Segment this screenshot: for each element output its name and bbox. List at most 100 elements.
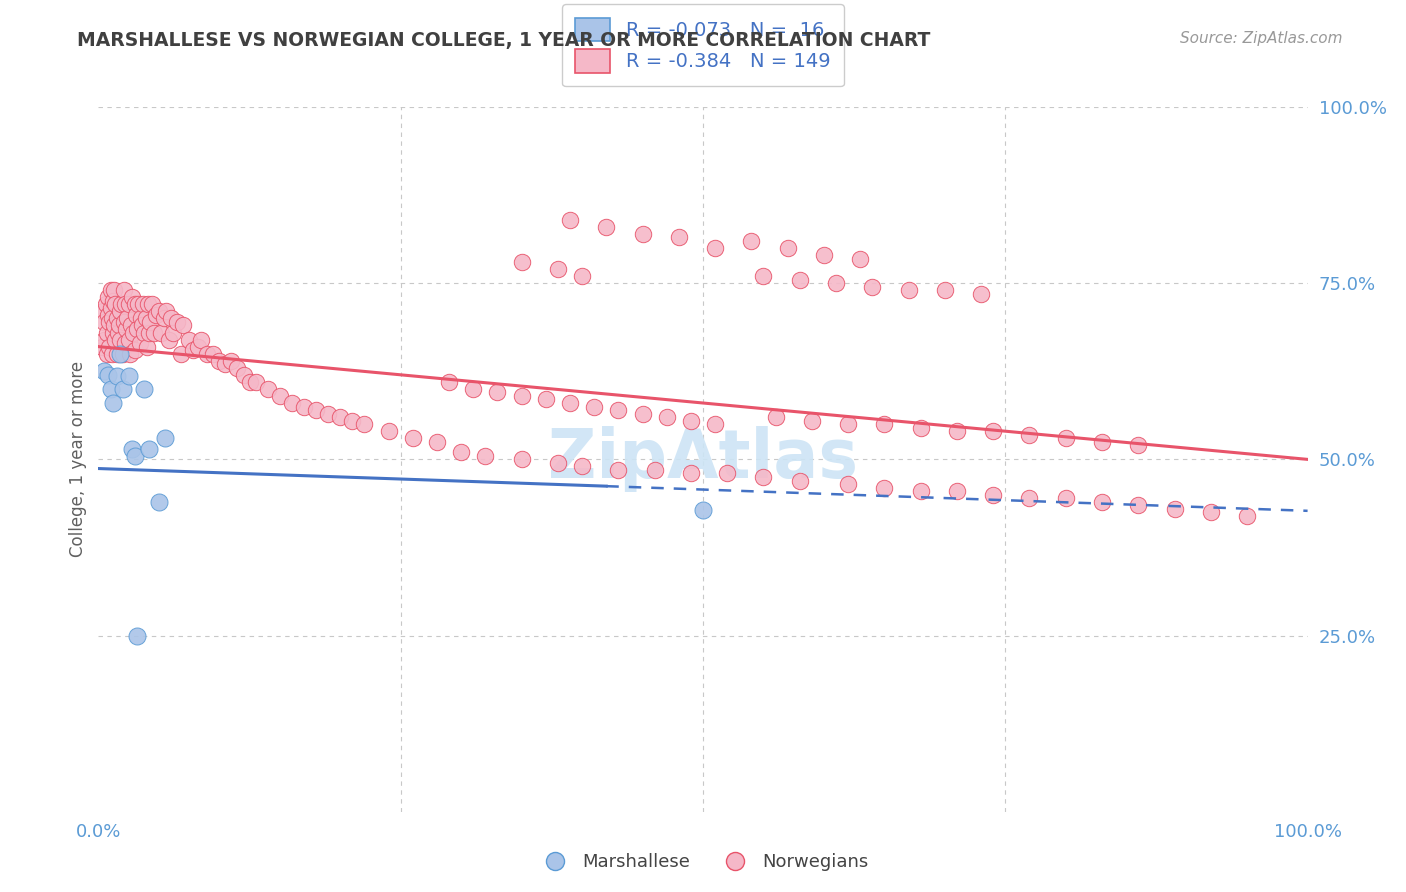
Point xyxy=(1091,434,1114,449)
Point xyxy=(96,346,118,360)
Point xyxy=(105,369,128,384)
Point xyxy=(329,410,352,425)
Point xyxy=(160,311,183,326)
Point xyxy=(150,326,173,340)
Point xyxy=(108,333,131,347)
Point xyxy=(752,470,775,484)
Point xyxy=(946,424,969,438)
Point xyxy=(93,364,115,378)
Point xyxy=(131,318,153,333)
Point xyxy=(118,333,141,347)
Point xyxy=(195,346,218,360)
Point xyxy=(118,369,141,384)
Point xyxy=(108,346,131,360)
Point xyxy=(426,434,449,449)
Point xyxy=(849,252,872,266)
Point xyxy=(946,484,969,499)
Point xyxy=(547,262,569,277)
Point xyxy=(245,375,267,389)
Point xyxy=(1163,501,1185,516)
Point xyxy=(1128,498,1150,512)
Point xyxy=(679,467,702,481)
Point xyxy=(1054,431,1077,445)
Point xyxy=(232,368,254,382)
Point xyxy=(704,417,727,431)
Point xyxy=(101,326,124,340)
Point xyxy=(96,326,118,340)
Point xyxy=(104,333,127,347)
Point xyxy=(1054,491,1077,505)
Point xyxy=(138,442,160,456)
Point xyxy=(534,392,557,407)
Point xyxy=(1236,508,1258,523)
Point xyxy=(813,248,835,262)
Point xyxy=(124,449,146,463)
Point xyxy=(970,286,993,301)
Point xyxy=(98,340,121,354)
Y-axis label: College, 1 year or more: College, 1 year or more xyxy=(69,361,87,558)
Point xyxy=(132,297,155,311)
Point xyxy=(124,297,146,311)
Point xyxy=(136,297,159,311)
Point xyxy=(135,340,157,354)
Point xyxy=(172,318,194,333)
Point xyxy=(169,346,191,360)
Point xyxy=(837,477,859,491)
Point xyxy=(377,424,399,438)
Point xyxy=(607,463,630,477)
Point xyxy=(97,368,120,382)
Point xyxy=(571,269,593,284)
Point xyxy=(152,311,174,326)
Point xyxy=(910,484,932,499)
Point xyxy=(226,360,249,375)
Point xyxy=(547,456,569,470)
Point xyxy=(117,311,139,326)
Point xyxy=(353,417,375,431)
Point xyxy=(97,308,120,322)
Point xyxy=(437,375,460,389)
Point xyxy=(800,414,823,428)
Point xyxy=(837,417,859,431)
Point xyxy=(103,283,125,297)
Point xyxy=(981,424,1004,438)
Point xyxy=(127,297,149,311)
Point xyxy=(98,315,121,329)
Point xyxy=(316,407,339,421)
Point xyxy=(125,308,148,322)
Point xyxy=(208,353,231,368)
Text: ZipAtlas: ZipAtlas xyxy=(548,426,858,492)
Point xyxy=(776,241,799,255)
Point xyxy=(668,230,690,244)
Point xyxy=(134,382,156,396)
Point xyxy=(120,318,142,333)
Point xyxy=(789,273,811,287)
Point xyxy=(510,255,533,269)
Point xyxy=(121,442,143,456)
Point xyxy=(110,297,132,311)
Point xyxy=(143,326,166,340)
Point xyxy=(571,459,593,474)
Point xyxy=(704,241,727,255)
Point xyxy=(100,382,122,396)
Text: MARSHALLESE VS NORWEGIAN COLLEGE, 1 YEAR OR MORE CORRELATION CHART: MARSHALLESE VS NORWEGIAN COLLEGE, 1 YEAR… xyxy=(77,31,931,50)
Point xyxy=(765,410,787,425)
Point xyxy=(114,336,136,351)
Point xyxy=(129,311,152,326)
Point xyxy=(100,311,122,326)
Point xyxy=(1128,438,1150,452)
Point xyxy=(153,431,176,445)
Point xyxy=(91,304,114,318)
Point xyxy=(292,400,315,414)
Point xyxy=(716,467,738,481)
Point xyxy=(825,277,848,291)
Point xyxy=(214,357,236,371)
Point xyxy=(558,396,581,410)
Point xyxy=(122,326,145,340)
Point xyxy=(94,297,117,311)
Point xyxy=(148,494,170,508)
Point xyxy=(112,315,135,329)
Point xyxy=(631,227,654,241)
Point xyxy=(1091,494,1114,508)
Point xyxy=(155,304,177,318)
Point xyxy=(114,297,136,311)
